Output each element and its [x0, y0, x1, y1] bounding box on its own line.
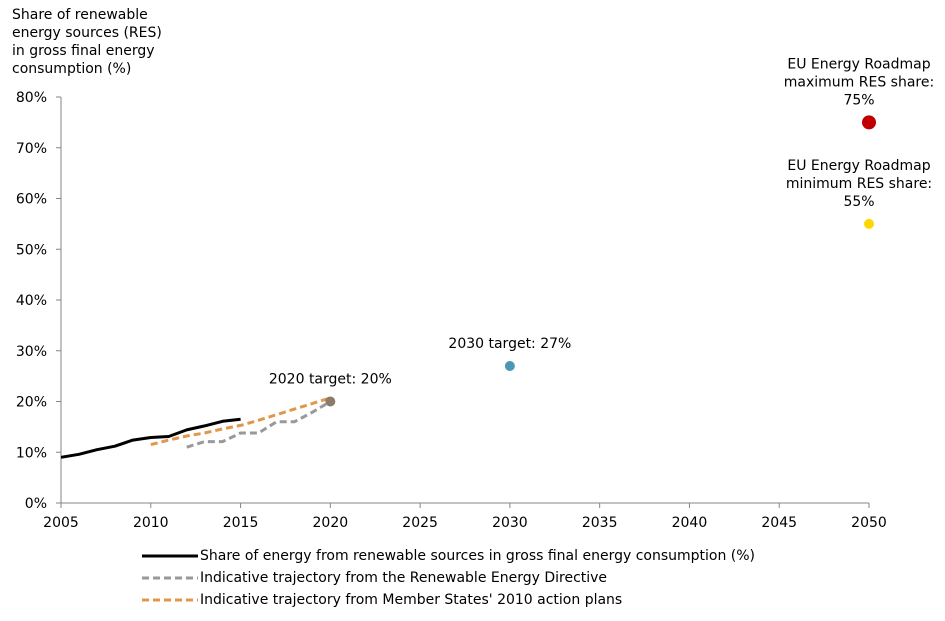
x-tick-label: 2030	[492, 515, 528, 531]
marker-point-3	[864, 218, 874, 229]
point-label-line: 75%	[843, 92, 874, 108]
y-tick-label: 20%	[16, 395, 47, 411]
y-tick-label: 0%	[25, 496, 47, 512]
y-tick-label: 70%	[16, 141, 47, 157]
legend-item-red-trajectory: Indicative trajectory from the Renewable…	[142, 567, 755, 589]
point-label: 2030 target: 27%	[448, 336, 571, 352]
x-tick-label: 2025	[402, 515, 438, 531]
x-tick-label: 2040	[672, 515, 708, 531]
legend-label: Indicative trajectory from Member States…	[200, 592, 623, 608]
point-label-line: 55%	[843, 194, 874, 210]
series-line-2	[150, 396, 331, 447]
legend-swatch-solid-black	[142, 554, 198, 558]
series-layer	[60, 396, 332, 459]
x-tick-label: 2010	[133, 515, 169, 531]
point-label-line: EU Energy Roadmap	[787, 158, 930, 174]
y-tick-label: 80%	[16, 90, 47, 106]
legend-label: Share of energy from renewable sources i…	[200, 548, 756, 564]
points-layer: 2020 target: 20% 2030 target: 27% EU Energ…	[269, 56, 934, 407]
y-tick-label: 50%	[16, 242, 47, 258]
legend-swatch-dashed-grey	[142, 576, 198, 580]
axes: 0% 10% 20% 30% 40% 50% 60% 70% 80% 2005 2010 2015 20…	[16, 90, 887, 531]
y-tick-label: 40%	[16, 293, 47, 309]
legend-item-actual: Share of energy from renewable sources i…	[142, 545, 755, 567]
point-label-line: minimum RES share:	[786, 176, 932, 192]
x-tick-label: 2035	[582, 515, 618, 531]
legend-label: Indicative trajectory from the Renewable…	[200, 570, 608, 586]
point-label: 2020 target: 20%	[269, 372, 392, 388]
x-tick-label: 2045	[761, 515, 797, 531]
y-tick-label: 10%	[16, 445, 47, 461]
y-tick-label: 60%	[16, 192, 47, 208]
legend-item-ms-trajectory: Indicative trajectory from Member States…	[142, 589, 755, 611]
legend: Share of energy from renewable sources i…	[142, 545, 755, 611]
point-label-line: maximum RES share:	[784, 74, 934, 90]
y-axis-title: Share of renewable energy sources (RES) …	[12, 7, 162, 77]
x-tick-label: 2005	[43, 515, 79, 531]
marker-point-0	[325, 396, 336, 407]
series-line-0	[60, 417, 241, 459]
point-label-line: EU Energy Roadmap	[787, 56, 930, 72]
marker-point-2	[862, 115, 876, 130]
x-tick-label: 2020	[313, 515, 349, 531]
x-tick-label: 2015	[223, 515, 259, 531]
legend-swatch-dashed-orange	[142, 598, 198, 602]
series-line-1	[186, 400, 332, 449]
marker-point-1	[504, 360, 515, 371]
x-tick-label: 2050	[851, 515, 887, 531]
y-tick-label: 30%	[16, 344, 47, 360]
